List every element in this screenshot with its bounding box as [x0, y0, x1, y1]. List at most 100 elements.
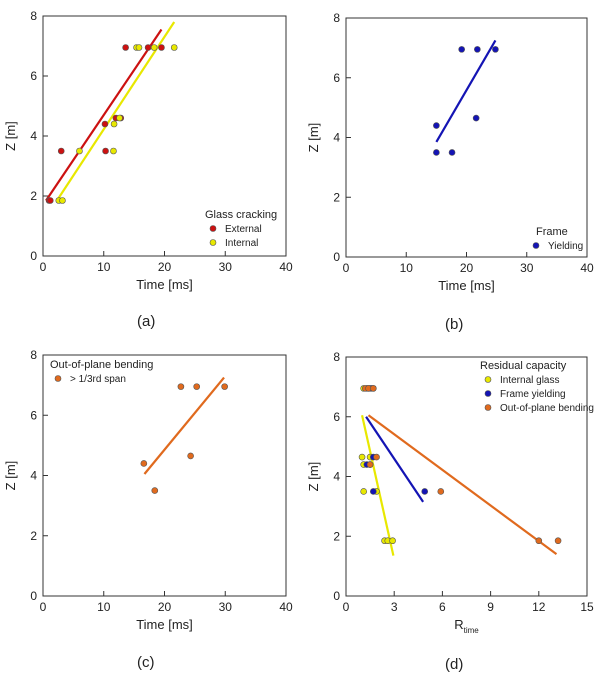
data-point	[170, 44, 178, 51]
y-axis-label: Z [m]	[306, 123, 321, 153]
x-axis-label: Rtime	[454, 617, 479, 635]
y-tick-label: 6	[30, 408, 37, 422]
panel-label-a: (a)	[137, 313, 156, 330]
y-tick-label: 8	[333, 350, 340, 364]
y-tick-label: 0	[333, 589, 340, 603]
legend-title: Glass cracking	[205, 209, 277, 221]
legend-item: Yielding	[548, 241, 583, 252]
x-tick-label: 20	[158, 260, 172, 274]
y-tick-label: 8	[30, 9, 37, 23]
panel-label-d: (d)	[445, 656, 464, 673]
x-tick-label: 20	[158, 600, 172, 614]
legend-item: Out-of-plane bending	[500, 403, 594, 414]
x-axis-label: Time [ms]	[136, 277, 193, 292]
x-tick-label: 40	[580, 261, 594, 275]
x-tick-label: 0	[343, 261, 350, 275]
legend-marker	[54, 375, 62, 382]
data-point	[360, 488, 367, 495]
y-tick-label: 0	[30, 589, 37, 603]
x-tick-label: 0	[40, 600, 47, 614]
x-axis-label: Time [ms]	[438, 278, 495, 293]
data-point	[448, 149, 456, 156]
fit-line	[143, 376, 225, 475]
fit-line	[367, 414, 558, 556]
x-axis-label-subscript: time	[464, 626, 480, 635]
y-tick-label: 6	[30, 69, 37, 83]
data-point	[437, 488, 445, 495]
data-point	[554, 537, 562, 545]
fit-line	[56, 21, 176, 202]
x-tick-label: 30	[219, 600, 233, 614]
x-tick-label: 0	[40, 260, 47, 274]
legend-marker	[484, 404, 492, 411]
data-point	[474, 46, 481, 53]
x-tick-label: 30	[219, 260, 233, 274]
data-point	[472, 114, 480, 122]
y-tick-label: 6	[333, 410, 340, 424]
data-point	[110, 147, 117, 155]
data-point	[370, 488, 377, 495]
data-point	[389, 537, 396, 545]
panel-label-c: (c)	[137, 654, 155, 671]
data-point	[433, 122, 440, 129]
y-axis-label: Z [m]	[3, 461, 18, 491]
fit-line	[365, 416, 425, 503]
legend-title: Frame	[536, 226, 568, 238]
legend-title: Residual capacity	[480, 360, 567, 372]
x-tick-label: 20	[460, 261, 474, 275]
y-tick-label: 2	[30, 529, 37, 543]
data-point	[373, 453, 380, 461]
y-tick-label: 0	[30, 249, 37, 263]
legend-marker	[209, 225, 217, 232]
plot-frame	[42, 354, 287, 597]
chart-panel-b: 0 10 20 30 40 0 2 4 6 8 Time [ms] Z [m] Frame Yieldin…	[306, 11, 594, 293]
data-point	[358, 453, 366, 461]
data-point	[150, 44, 158, 51]
x-tick-label: 10	[400, 261, 414, 275]
legend-item: Frame yielding	[500, 389, 566, 400]
data-point	[57, 147, 65, 155]
y-tick-label: 2	[333, 529, 340, 543]
data-point	[158, 44, 165, 51]
y-tick-label: 0	[333, 250, 340, 264]
x-tick-label: 40	[279, 600, 293, 614]
data-point	[221, 383, 228, 390]
data-point	[370, 385, 377, 392]
y-tick-label: 2	[30, 189, 37, 203]
data-point	[187, 452, 194, 460]
data-point	[46, 197, 54, 204]
data-point	[110, 120, 118, 128]
legend-item: External	[225, 224, 262, 235]
fit-line	[435, 39, 497, 143]
y-tick-label: 8	[333, 11, 340, 25]
data-point	[151, 487, 159, 494]
x-tick-label: 10	[97, 600, 111, 614]
legend-marker	[209, 239, 217, 246]
x-tick-label: 15	[580, 600, 594, 614]
plot-frame	[345, 17, 588, 258]
data-point	[116, 114, 123, 122]
y-tick-label: 2	[333, 190, 340, 204]
data-point	[59, 197, 66, 204]
y-tick-label: 4	[333, 470, 340, 484]
x-tick-label: 9	[487, 600, 494, 614]
chart-panel-c: 0 10 20 30 40 0 2 4 6 8 Time [ms] Z [m] Out-of-plane…	[3, 348, 293, 632]
x-tick-label: 30	[520, 261, 534, 275]
chart-panel-d: 0 3 6 9 12 15 0 2 4 6 8 Rtime Z [m] Residual capacity…	[306, 350, 594, 635]
data-point	[135, 44, 143, 51]
y-tick-label: 4	[333, 131, 340, 145]
data-point	[366, 461, 374, 468]
legend-item: Internal glass	[500, 375, 559, 386]
legend-title: Out-of-plane bending	[50, 359, 153, 371]
y-tick-label: 4	[30, 129, 37, 143]
data-point	[177, 383, 185, 390]
y-axis-label: Z [m]	[306, 462, 321, 492]
legend-marker	[532, 242, 540, 249]
panel-label-b: (b)	[445, 316, 464, 333]
data-point	[535, 537, 543, 545]
x-tick-label: 0	[343, 600, 350, 614]
chart-panel-a: 0 10 20 30 40 0 2 4 6 8 Time [ms] Z [m] Glass cracki…	[3, 9, 293, 292]
data-point	[433, 149, 440, 156]
legend-item: Internal	[225, 238, 258, 249]
